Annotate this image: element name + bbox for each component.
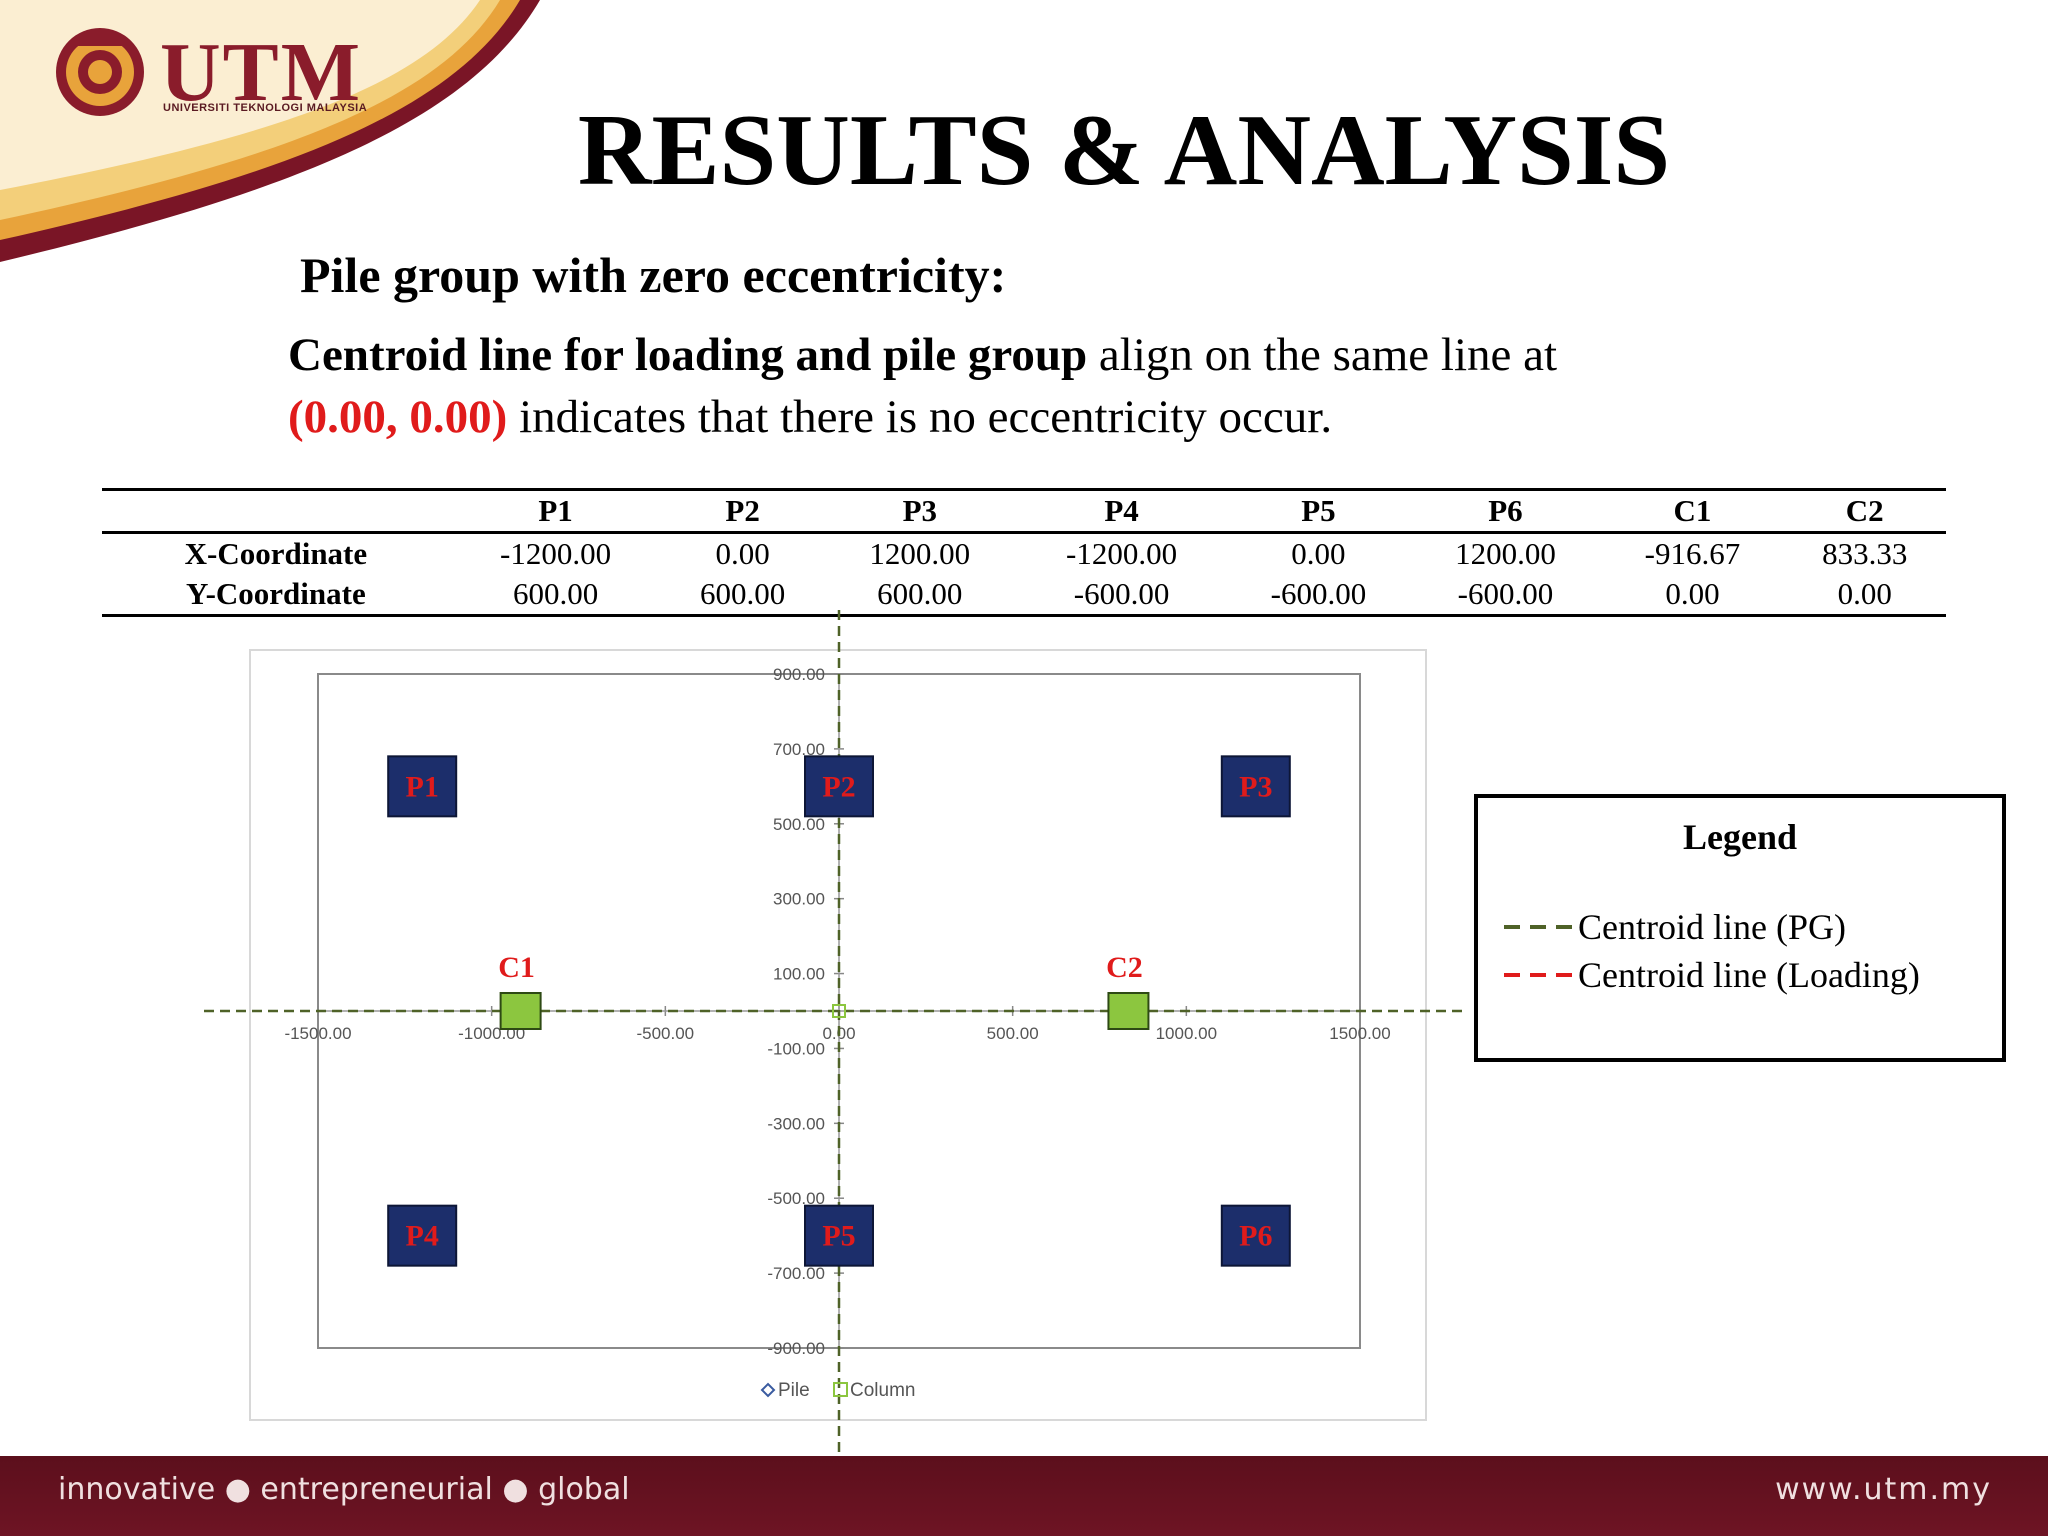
pile-marker-p5 (804, 1204, 874, 1267)
footer-bar: innovative ● entrepreneurial ● global ww… (0, 1456, 2048, 1536)
pile-label-p4: P4 (406, 1220, 439, 1253)
x-tick-label: -500.00 (636, 1024, 694, 1043)
table-cell: -1200.00 (500, 536, 612, 571)
table-cell: -916.67 (1644, 536, 1741, 571)
pile-marker-p3 (1220, 755, 1291, 818)
y-tick-label: -500.00 (767, 1189, 825, 1208)
table-cell: 1200.00 (1455, 536, 1556, 571)
y-tick-label: 900.00 (773, 665, 825, 684)
column-legend-label: Column (850, 1380, 915, 1401)
table-cell: -600.00 (1015, 574, 1228, 617)
legend-title: Legend (1682, 817, 1797, 857)
table-header-p4: P4 (1015, 488, 1228, 534)
legend-item-pg: Centroid line (PG) (1502, 906, 1846, 948)
table-header-p3: P3 (823, 488, 1016, 534)
table-row: Y-Coordinate 600.00 600.00 600.00 -600.00 -60… (102, 574, 1946, 617)
pile-marker-p4 (387, 1204, 458, 1267)
table-row: X-Coordinate -1200.00 0.00 1200.00 -1200.00 0… (102, 533, 1946, 575)
origin-marker (832, 1004, 846, 1018)
table-cell: 0.00 (1601, 574, 1784, 617)
table-header-c1: C1 (1601, 488, 1784, 534)
table-header-p1: P1 (449, 488, 662, 534)
y-tick-label: -300.00 (767, 1114, 825, 1133)
legend-item-loading: Centroid line (Loading) (1502, 954, 1920, 996)
footer-url[interactable]: www.utm.my (1775, 1472, 1992, 1507)
x-tick-label: 1000.00 (1156, 1024, 1217, 1043)
column-marker-c2 (1107, 992, 1150, 1030)
legend-label-loading: Centroid line (Loading) (1578, 955, 1920, 995)
table-cell: 0.00 (1783, 574, 1946, 617)
table-header-c2: C2 (1783, 488, 1946, 534)
coordinate-table: P1 P2 P3 P4 P5 P6 C1 C2 X-Coordinate -1200.00 0.0… (102, 488, 1946, 617)
table-cell: 600.00 (661, 574, 824, 617)
description: Centroid line for loading and pile group… (288, 324, 1788, 448)
column-legend-icon (833, 1382, 848, 1397)
table-cell: -600.00 (1227, 574, 1410, 617)
pile-legend-icon (760, 1382, 776, 1398)
legend-swatch-pg (1504, 925, 1576, 929)
table-corner-header (102, 488, 450, 534)
column-label-c2: C2 (1106, 951, 1143, 984)
table-cell: 0.00 (715, 536, 770, 571)
pile-legend-label: Pile (778, 1380, 810, 1401)
pile-label-p3: P3 (1239, 770, 1272, 803)
page-title: RESULTS & ANALYSIS (577, 94, 1671, 207)
y-tick-label: 700.00 (773, 740, 825, 759)
y-tick-label: -700.00 (767, 1264, 825, 1283)
table-cell: 833.33 (1822, 536, 1908, 571)
y-tick-label: -100.00 (767, 1039, 825, 1058)
pile-label-p5: P5 (822, 1220, 855, 1253)
table-header-row: P1 P2 P3 P4 P5 P6 C1 C2 (102, 488, 1946, 534)
legend-box: Legend Centroid line (PG) Centroid line … (1474, 794, 2006, 1062)
table-cell: 600.00 (449, 574, 662, 617)
table-row-label: Y-Coordinate (102, 574, 450, 617)
x-tick-label: 500.00 (987, 1024, 1039, 1043)
y-tick-label: 100.00 (773, 965, 825, 984)
desc-text-1: align on the same line at (1087, 329, 1558, 381)
desc-red: (0.00, 0.00) (288, 391, 508, 443)
table-cell: -600.00 (1409, 574, 1602, 617)
column-marker-c1 (499, 992, 542, 1030)
column-label-c1: C1 (498, 951, 535, 984)
table-header-p2: P2 (661, 488, 824, 534)
pile-marker-p6 (1220, 1204, 1291, 1267)
table-cell: -1200.00 (1066, 536, 1178, 571)
utm-logo-subtext: UNIVERSITI TEKNOLOGI MALAYSIA (163, 102, 368, 114)
table-header-p6: P6 (1409, 488, 1602, 534)
y-tick-label: 500.00 (773, 815, 825, 834)
y-tick-label: 300.00 (773, 890, 825, 909)
pile-label-p6: P6 (1239, 1220, 1272, 1253)
footer-tagline: innovative ● entrepreneurial ● global (58, 1472, 630, 1507)
x-tick-label: -1500.00 (284, 1024, 351, 1043)
desc-text-2: indicates that there is no eccentricity … (507, 391, 1333, 443)
x-tick-label: 1500.00 (1329, 1024, 1390, 1043)
table-header-p5: P5 (1227, 488, 1410, 534)
utm-emblem (56, 28, 144, 116)
y-tick-label: -900.00 (767, 1339, 825, 1358)
pile-label-p1: P1 (406, 770, 439, 803)
table-cell: 0.00 (1291, 536, 1346, 571)
pile-marker-p1 (387, 755, 458, 818)
desc-bold: Centroid line for loading and pile group (288, 329, 1088, 381)
pile-label-p2: P2 (822, 770, 855, 803)
utm-logo-text: UTM (160, 26, 362, 119)
table-cell: 1200.00 (869, 536, 971, 571)
legend-label-pg: Centroid line (PG) (1578, 907, 1846, 947)
table-cell: 600.00 (823, 574, 1016, 617)
table-row-label: X-Coordinate (184, 536, 368, 571)
page-subtitle: Pile group with zero eccentricity: (300, 247, 1007, 303)
table-body: X-Coordinate -1200.00 0.00 1200.00 -1200.00 0… (102, 533, 1946, 617)
legend-swatch-loading (1504, 973, 1576, 977)
pile-marker-p2 (804, 755, 874, 818)
